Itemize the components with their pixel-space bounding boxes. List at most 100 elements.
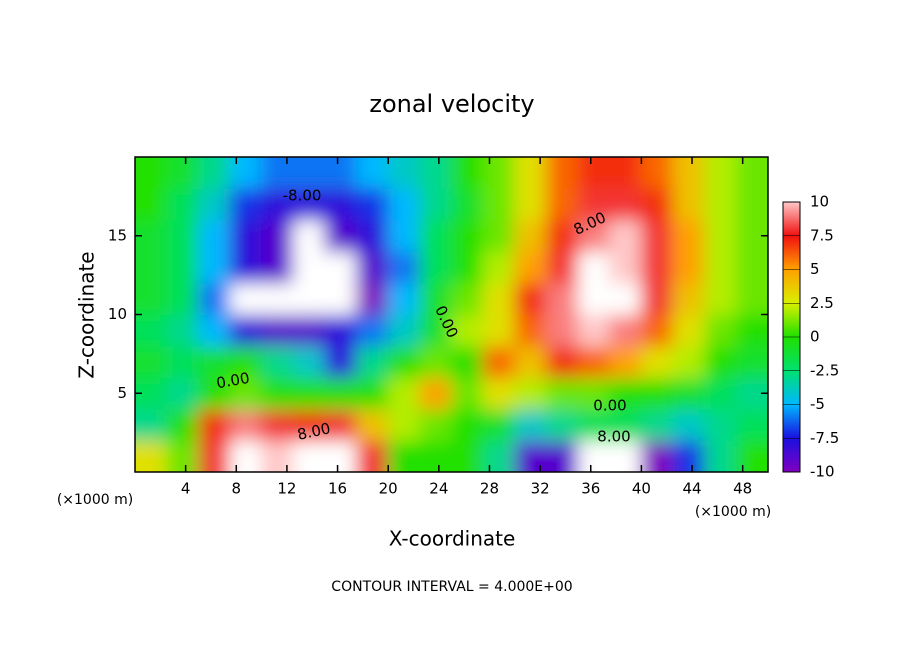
x-tick-label: 40: [632, 480, 651, 498]
field-cell: [735, 188, 768, 221]
field-cell: [704, 282, 737, 315]
field-cell: [356, 219, 389, 252]
x-tick-label: 48: [733, 480, 752, 498]
field-cell: [261, 314, 294, 347]
field-cell: [735, 314, 768, 347]
field-cell: [197, 314, 231, 347]
field-cell: [451, 408, 484, 441]
field-cell: [356, 408, 389, 441]
field-cell: [482, 282, 516, 315]
field-cell: [135, 314, 168, 347]
field-cell: [577, 345, 611, 378]
field-cell: [387, 440, 421, 472]
field-cell: [704, 157, 737, 189]
field-cell: [577, 251, 611, 284]
y-axis-label: Z-coordinate: [75, 251, 99, 378]
field-cell: [419, 314, 452, 347]
field-cell: [324, 188, 358, 221]
field-cell: [672, 314, 706, 347]
field-cell: [577, 408, 611, 441]
field-cell: [640, 345, 674, 378]
field-cell: [577, 219, 611, 252]
field-cell: [704, 314, 737, 347]
field-cell: [356, 188, 389, 221]
field-cell: [545, 157, 579, 189]
x-tick-label: 28: [480, 480, 499, 498]
field-cell: [577, 282, 611, 315]
field-cell: [261, 377, 294, 410]
field-cell: [356, 282, 389, 315]
field-cell: [609, 157, 642, 189]
field-cell: [482, 188, 516, 221]
field-cell: [735, 408, 768, 441]
field-cell: [704, 408, 737, 441]
field-cell: [704, 251, 737, 284]
field-cell: [229, 440, 263, 472]
x-tick-label: 32: [531, 480, 550, 498]
field-cell: [609, 408, 642, 441]
field-cell: [735, 345, 768, 378]
contour-note: CONTOUR INTERVAL = 4.000E+00: [331, 579, 572, 595]
field-cell: [704, 345, 737, 378]
field-cell: [229, 251, 263, 284]
field-cell: [419, 345, 452, 378]
field-cell: [387, 251, 421, 284]
field-cell: [514, 157, 547, 189]
field-cell: [229, 314, 263, 347]
colorbar-tick-label: -5: [810, 395, 825, 413]
field-cell: [387, 314, 421, 347]
field-cell: [292, 408, 326, 441]
field-cell: [135, 408, 168, 441]
field-cell: [735, 251, 768, 284]
field-cell: [356, 157, 389, 189]
field-cell: [197, 188, 231, 221]
field-cell: [704, 219, 737, 252]
x-tick-label: 8: [232, 480, 242, 498]
field-cell: [166, 251, 199, 284]
field-cell: [356, 345, 389, 378]
field-cell: [292, 314, 326, 347]
field-cell: [292, 219, 326, 252]
field-cell: [545, 408, 579, 441]
field-cell: [324, 408, 358, 441]
field-cell: [387, 219, 421, 252]
field-cell: [545, 314, 579, 347]
field-cell: [197, 157, 231, 189]
field-cell: [482, 345, 516, 378]
field-cell: [261, 157, 294, 189]
field-cell: [197, 377, 231, 410]
field-cell: [640, 314, 674, 347]
field-cell: [451, 282, 484, 315]
field-cell: [545, 188, 579, 221]
field-cell: [672, 219, 706, 252]
field-cell: [197, 282, 231, 315]
field-cell: [609, 282, 642, 315]
field-cell: [135, 188, 168, 221]
contour-label: 0.00: [215, 369, 251, 393]
field-cell: [324, 314, 358, 347]
field-cell: [387, 188, 421, 221]
field-cell: [292, 188, 326, 221]
field-cell: [640, 408, 674, 441]
field-cell: [482, 377, 516, 410]
field-cell: [545, 251, 579, 284]
field-cell: [609, 377, 642, 410]
field-cell: [356, 377, 389, 410]
field-cell: [292, 282, 326, 315]
field-cell: [419, 251, 452, 284]
field-cell: [704, 440, 737, 472]
field-cell: [135, 440, 168, 472]
x-unit-label: (×1000 m): [695, 504, 771, 520]
field-cell: [356, 314, 389, 347]
field-cell: [640, 188, 674, 221]
field-cell: [735, 440, 768, 472]
contour-label: -8.00: [283, 187, 322, 205]
field-cell: [482, 314, 516, 347]
contour-label: 8.00: [597, 428, 630, 446]
field-cell: [609, 188, 642, 221]
field-cell: [609, 219, 642, 252]
x-tick-label: 12: [277, 480, 296, 498]
field-cell: [704, 377, 737, 410]
field-cell: [545, 440, 579, 472]
field-cell: [229, 408, 263, 441]
